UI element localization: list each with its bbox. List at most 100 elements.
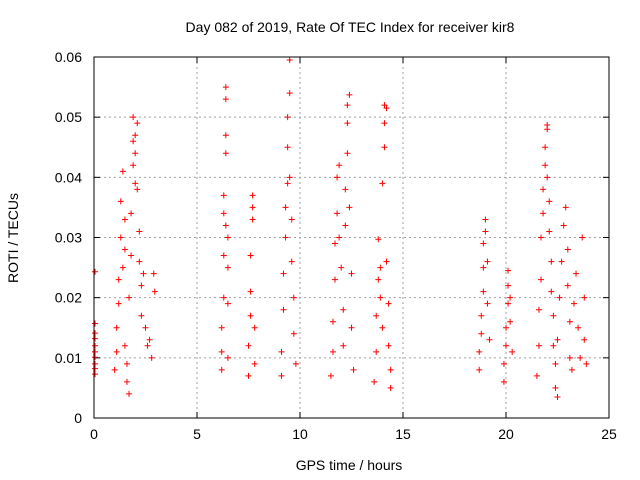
data-point-marker bbox=[348, 324, 355, 331]
data-point-marker bbox=[544, 174, 551, 181]
data-point-marker bbox=[249, 192, 256, 199]
data-point-marker bbox=[505, 282, 512, 289]
data-point-marker bbox=[568, 366, 575, 373]
data-point-marker bbox=[92, 342, 99, 349]
data-point-marker bbox=[575, 324, 582, 331]
data-point-marker bbox=[577, 354, 584, 361]
data-point-marker bbox=[222, 96, 229, 103]
data-point-marker bbox=[348, 270, 355, 277]
data-point-marker bbox=[119, 264, 126, 271]
data-point-marker bbox=[92, 348, 99, 355]
data-point-marker bbox=[566, 318, 573, 325]
data-point-marker bbox=[284, 114, 291, 121]
data-point-marker bbox=[480, 288, 487, 295]
data-point-marker bbox=[546, 198, 553, 205]
data-point-marker bbox=[280, 306, 287, 313]
data-point-marker bbox=[288, 216, 295, 223]
data-point-marker bbox=[113, 324, 120, 331]
data-point-marker bbox=[140, 270, 147, 277]
data-point-marker bbox=[92, 335, 99, 342]
y-tick-label: 0 bbox=[74, 410, 82, 426]
data-point-marker bbox=[134, 186, 141, 193]
data-point-marker bbox=[282, 234, 289, 241]
data-point-marker bbox=[117, 198, 124, 205]
data-point-marker bbox=[505, 300, 512, 307]
y-tick-label: 0.06 bbox=[55, 49, 82, 65]
data-point-marker bbox=[288, 258, 295, 265]
data-point-marker bbox=[379, 324, 386, 331]
data-point-marker bbox=[220, 252, 227, 259]
data-point-marker bbox=[509, 348, 516, 355]
data-point-marker bbox=[222, 222, 229, 229]
y-tick-label: 0.02 bbox=[55, 290, 82, 306]
data-point-marker bbox=[332, 240, 339, 247]
x-axis-label: GPS time / hours bbox=[296, 457, 403, 473]
data-point-marker bbox=[222, 84, 229, 91]
data-point-marker bbox=[220, 192, 227, 199]
data-point-marker bbox=[373, 312, 380, 319]
data-point-marker bbox=[278, 372, 285, 379]
y-tick-label: 0.04 bbox=[55, 169, 82, 185]
data-point-marker bbox=[150, 270, 157, 277]
data-point-marker bbox=[554, 336, 561, 343]
data-point-marker bbox=[546, 228, 553, 235]
data-point-marker bbox=[247, 312, 254, 319]
data-point-marker bbox=[148, 354, 155, 361]
data-point-marker bbox=[550, 342, 557, 349]
data-point-marker bbox=[342, 186, 349, 193]
data-point-marker bbox=[136, 228, 143, 235]
data-point-marker bbox=[385, 342, 392, 349]
data-point-marker bbox=[334, 174, 341, 181]
data-point-marker bbox=[344, 102, 351, 109]
data-point-marker bbox=[540, 210, 547, 217]
data-point-marker bbox=[500, 378, 507, 385]
data-point-marker bbox=[290, 294, 297, 301]
data-point-marker bbox=[126, 390, 133, 397]
data-point-marker bbox=[92, 371, 99, 378]
data-point-marker bbox=[548, 258, 555, 265]
data-point-marker bbox=[538, 276, 545, 283]
data-point-marker bbox=[327, 372, 334, 379]
data-point-marker bbox=[371, 378, 378, 385]
data-point-marker bbox=[573, 270, 580, 277]
x-tick-label: 10 bbox=[292, 426, 308, 442]
data-point-marker bbox=[381, 144, 388, 151]
data-point-marker bbox=[476, 366, 483, 373]
data-markers bbox=[92, 57, 590, 400]
data-point-marker bbox=[562, 204, 569, 211]
data-point-marker bbox=[542, 144, 549, 151]
data-point-marker bbox=[340, 306, 347, 313]
chart-title: Day 082 of 2019, Rate Of TEC Index for r… bbox=[186, 19, 515, 35]
y-tick-label: 0.03 bbox=[55, 230, 82, 246]
data-point-marker bbox=[218, 366, 225, 373]
data-point-marker bbox=[482, 216, 489, 223]
data-point-marker bbox=[554, 393, 561, 400]
data-point-marker bbox=[115, 276, 122, 283]
data-point-marker bbox=[544, 121, 551, 128]
data-point-marker bbox=[290, 330, 297, 337]
data-point-marker bbox=[286, 174, 293, 181]
data-point-marker bbox=[130, 162, 137, 169]
data-point-marker bbox=[220, 294, 227, 301]
data-point-marker bbox=[336, 234, 343, 241]
data-point-marker bbox=[128, 210, 135, 217]
data-point-marker bbox=[132, 132, 139, 139]
data-point-marker bbox=[123, 378, 130, 385]
data-point-marker bbox=[130, 138, 137, 145]
data-point-marker bbox=[377, 264, 384, 271]
data-point-marker bbox=[132, 150, 139, 157]
data-point-marker bbox=[119, 168, 126, 175]
data-point-marker bbox=[134, 120, 141, 127]
data-point-marker bbox=[564, 282, 571, 289]
data-point-marker bbox=[478, 312, 485, 319]
data-point-marker bbox=[381, 120, 388, 127]
data-point-marker bbox=[218, 324, 225, 331]
data-point-marker bbox=[138, 312, 145, 319]
data-point-marker bbox=[373, 348, 380, 355]
data-point-marker bbox=[284, 144, 291, 151]
data-point-marker bbox=[224, 234, 231, 241]
data-point-marker bbox=[381, 102, 388, 109]
data-point-marker bbox=[383, 105, 390, 112]
data-point-marker bbox=[570, 300, 577, 307]
